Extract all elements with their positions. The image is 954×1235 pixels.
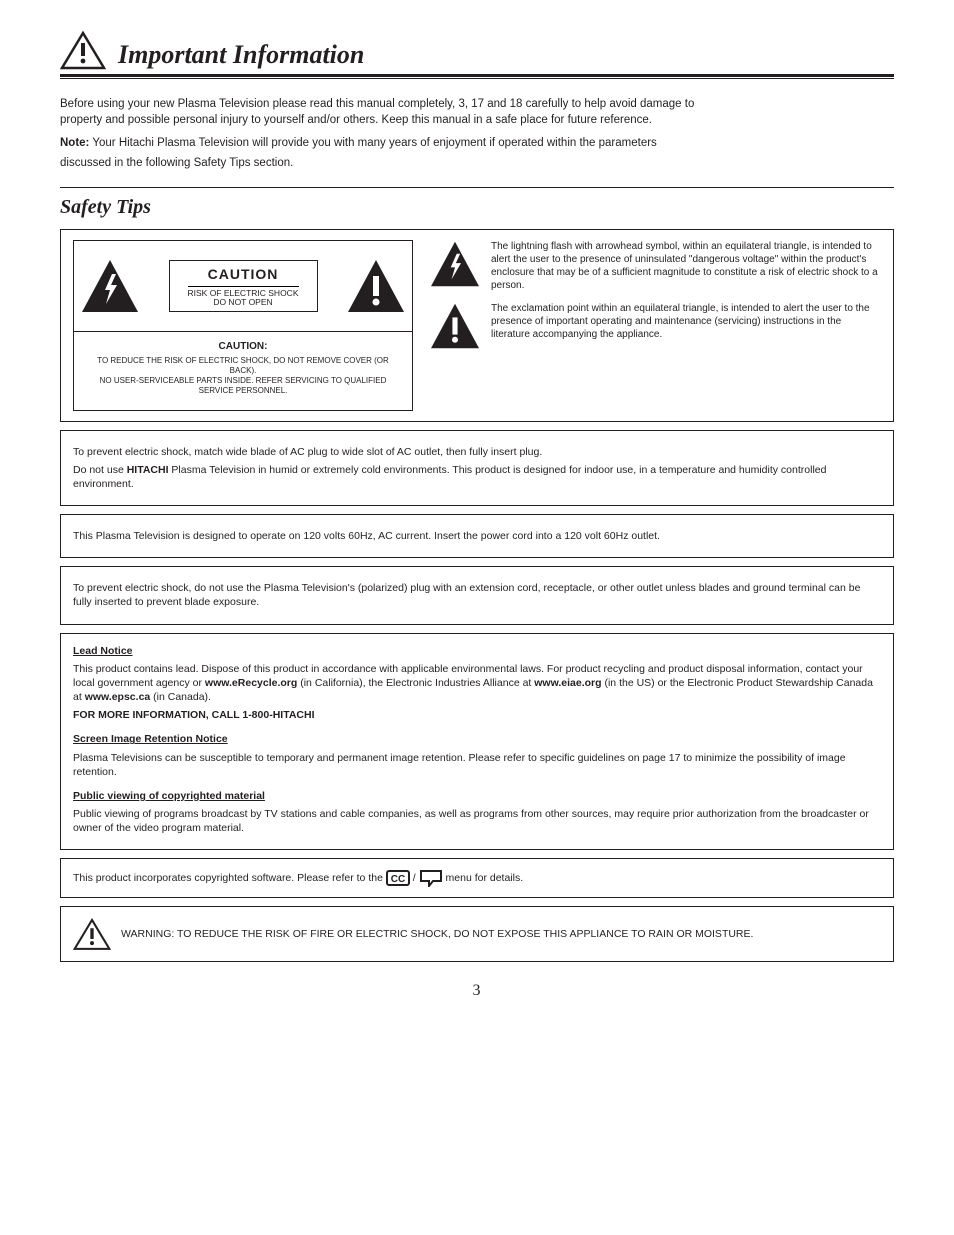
hitachi-brand-text: HITACHI [127,464,169,476]
header-rule-thin [60,78,894,79]
copyrighted-software-panel: This product incorporates copyrighted so… [60,858,894,898]
caution-definitions-panel: CAUTION RISK OF ELECTRIC SHOCK DO NOT OP… [60,229,894,422]
svg-text:CC: CC [391,874,405,885]
intro-note-label: Note: [60,137,89,149]
lightning-symbol-definition: The lightning flash with arrowhead symbo… [491,240,881,292]
plug-environment-panel: To prevent electric shock, match wide bl… [60,430,894,507]
cc-text-pre: This product incorporates copyrighted so… [73,872,386,884]
cc-text-post: menu for details. [446,872,524,884]
lightning-triangle-solid-icon [429,240,481,292]
exclamation-symbol-definition: The exclamation point within an equilate… [491,302,881,350]
exclamation-triangle-solid-icon [429,302,481,350]
image-retention-body: Plasma Televisions can be susceptible to… [73,751,881,779]
voltage-panel: This Plasma Television is designed to op… [60,514,894,558]
public-viewing-body: Public viewing of programs broadcast by … [73,807,881,835]
warning-triangle-outline-icon [60,30,106,70]
caution-graphic-block: CAUTION RISK OF ELECTRIC SHOCK DO NOT OP… [73,240,413,411]
closed-caption-icon: CC [386,870,410,886]
plug-instruction-text: To prevent electric shock, match wide bl… [73,445,881,459]
header-rule-thick [60,74,894,77]
env-text-post: Plasma Television in humid or extremely … [73,464,826,490]
caution-bottom-body-1: TO REDUCE THE RISK OF ELECTRIC SHOCK, DO… [84,356,402,376]
image-retention-title: Screen Image Retention Notice [73,733,228,745]
intro-line-2: property and possible personal injury to… [60,113,894,129]
speech-bubble-icon [419,869,443,887]
page-number: 3 [60,982,894,1000]
lead-notice-link-3: www.epsc.ca [85,691,151,703]
caution-label-sub-2: DO NOT OPEN [188,298,299,307]
notices-panel: Lead Notice This product contains lead. … [60,633,894,851]
voltage-text: This Plasma Television is designed to op… [73,529,881,543]
warning-triangle-outline-icon [73,917,111,951]
warning-text: WARNING: TO REDUCE THE RISK OF FIRE OR E… [121,927,753,941]
section-rule [60,187,894,188]
lead-notice-end: (in Canada). [150,691,211,703]
lead-notice-more-info: FOR MORE INFORMATION, CALL 1-800-HITACHI [73,709,315,721]
caution-label-box: CAUTION RISK OF ELECTRIC SHOCK DO NOT OP… [169,260,318,313]
lightning-triangle-solid-icon [80,258,140,314]
caution-bottom-body-2: NO USER-SERVICEABLE PARTS INSIDE. REFER … [84,376,402,396]
exclamation-triangle-solid-icon [346,258,406,314]
safety-tips-title: Safety Tips [60,196,894,219]
cc-text-sym: / [413,872,416,884]
warning-panel: WARNING: TO REDUCE THE RISK OF FIRE OR E… [60,906,894,962]
polarized-plug-panel: To prevent electric shock, do not use th… [60,566,894,624]
caution-label-main: CAUTION [188,265,299,287]
page-title: Important Information [118,40,364,70]
lead-notice-title: Lead Notice [73,645,133,657]
polarized-plug-text: To prevent electric shock, do not use th… [73,581,881,609]
intro-note-body-1: Your Hitachi Plasma Television will prov… [92,137,656,149]
intro-line-1: Before using your new Plasma Television … [60,97,894,113]
lead-notice-link-2: www.eiae.org [534,677,601,689]
intro-note-body-2: discussed in the following Safety Tips s… [60,156,894,172]
lead-notice-link-1: www.eRecycle.org [205,677,297,689]
caution-bottom-title: CAUTION: [84,340,402,354]
lead-notice-mid-1: (in California), the Electronic Industri… [297,677,534,689]
public-viewing-title: Public viewing of copyrighted material [73,790,265,802]
env-text-pre: Do not use [73,464,127,476]
